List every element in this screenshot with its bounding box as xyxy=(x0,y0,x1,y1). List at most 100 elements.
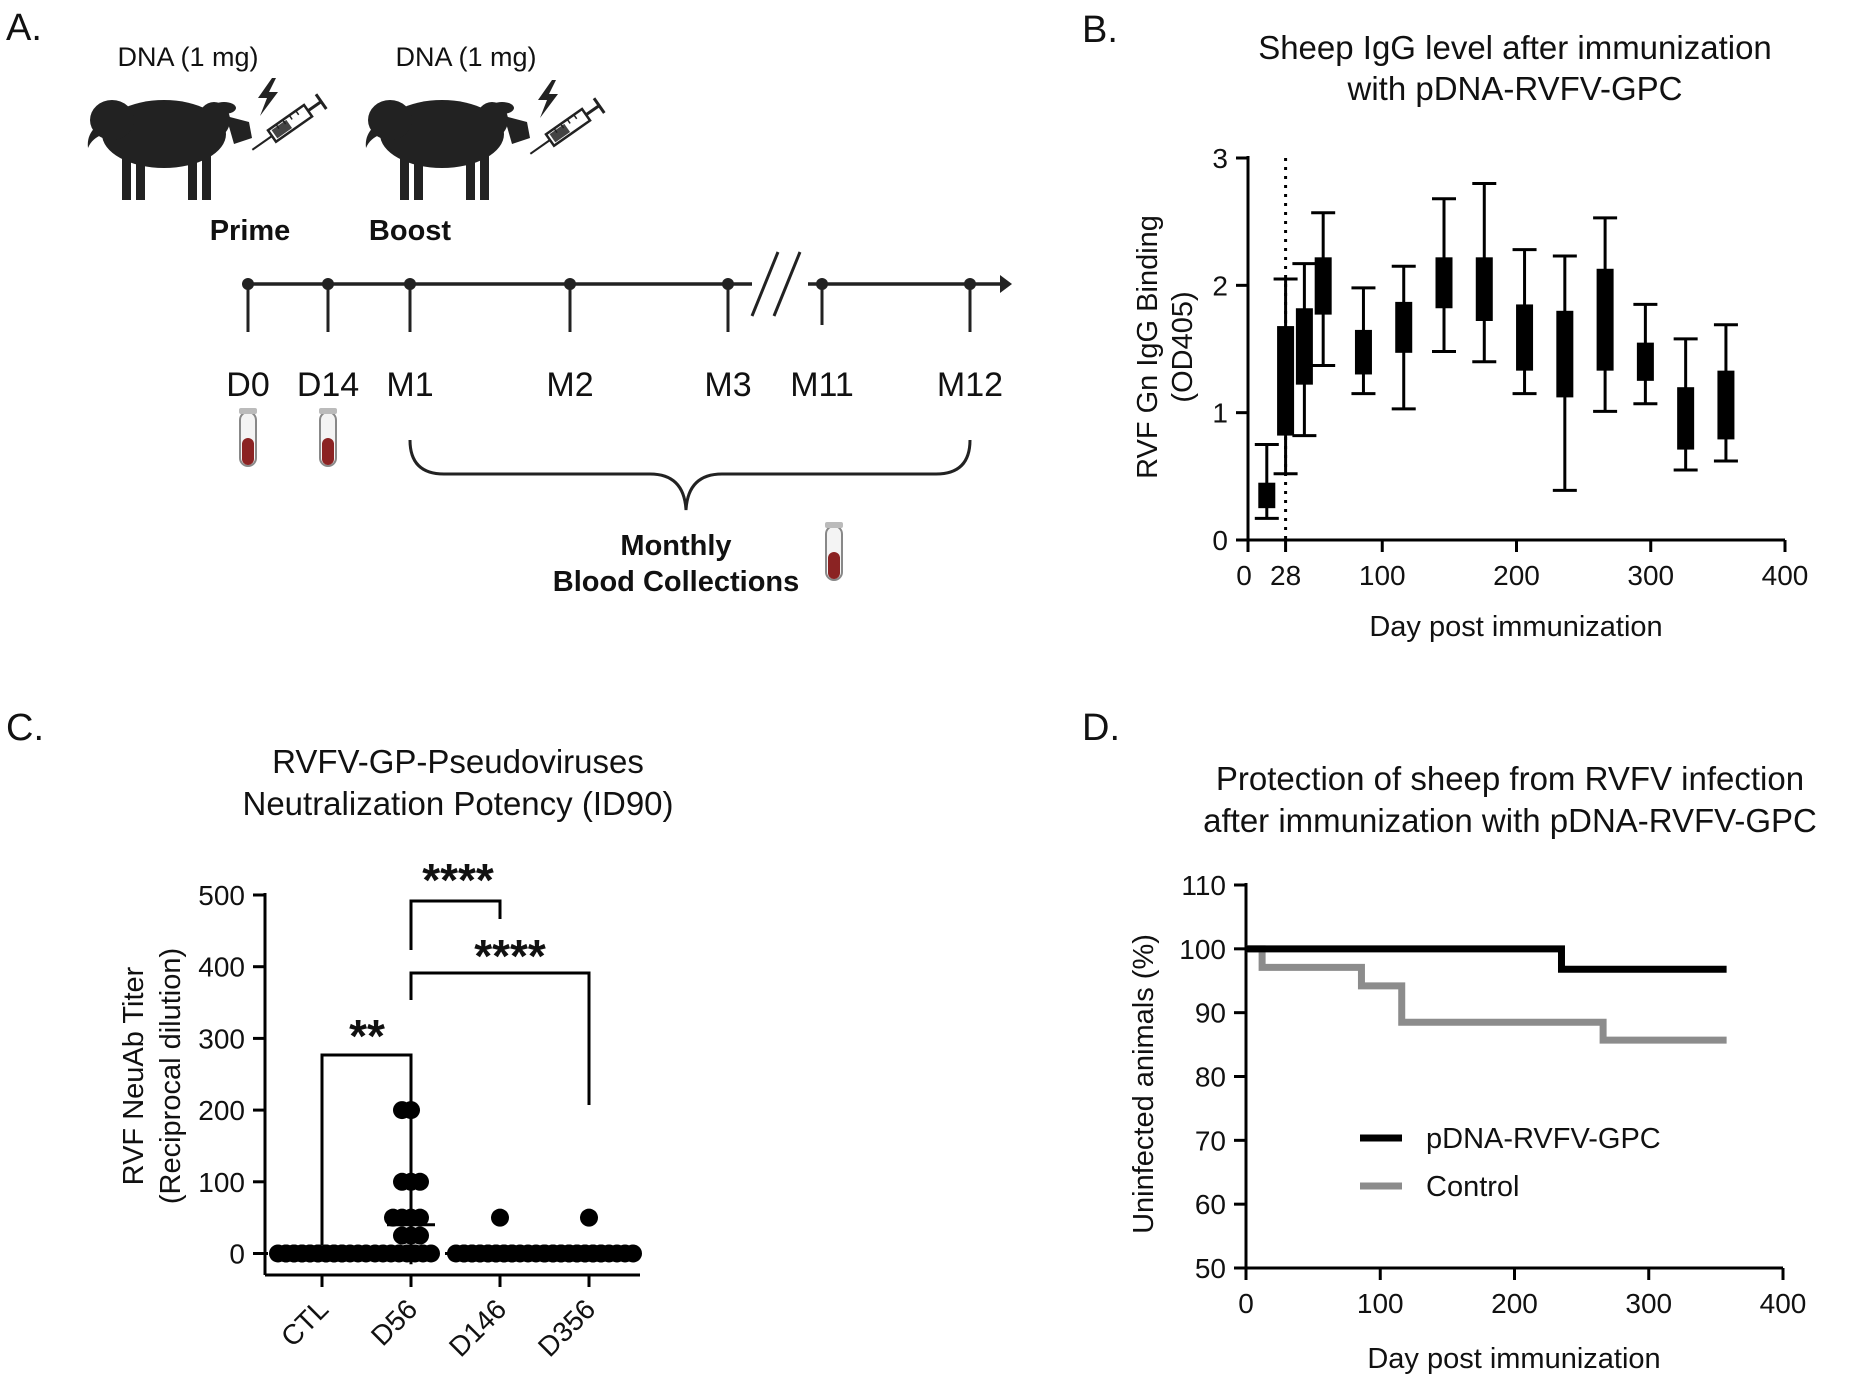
timepoint-label: D14 xyxy=(297,366,359,404)
box-whisker xyxy=(1512,248,1537,396)
timepoint-label: M3 xyxy=(704,366,751,404)
timepoint-label: M12 xyxy=(937,366,1003,404)
x-tick-label: 100 xyxy=(1359,560,1406,591)
x-tick-label: 100 xyxy=(1357,1288,1404,1319)
y-tick-label: 300 xyxy=(198,1023,245,1054)
y-tick-label: 0 xyxy=(1212,525,1228,556)
timepoint-dot xyxy=(322,278,334,290)
x-tick-label: 300 xyxy=(1625,1288,1672,1319)
sheep-icon xyxy=(87,100,253,200)
box-whisker xyxy=(1254,443,1279,520)
y-tick-label: 90 xyxy=(1195,998,1226,1029)
panel-label-b: B. xyxy=(1082,9,1118,51)
significance-label: **** xyxy=(422,854,494,906)
box xyxy=(1435,257,1453,309)
y-tick-label: 500 xyxy=(198,880,245,911)
data-point xyxy=(393,1101,411,1120)
data-point xyxy=(624,1244,642,1263)
panel-label-d: D. xyxy=(1082,707,1120,749)
chart-b-xlabel: Day post immunization xyxy=(1369,611,1662,643)
timepoint-label: M2 xyxy=(546,366,593,404)
data-point xyxy=(411,1172,429,1191)
chart-b: 0 1 2 3 0 100 200 300 400 28 xyxy=(1212,143,1808,591)
significance-bracket xyxy=(409,971,591,1105)
y-tick-label: 110 xyxy=(1181,870,1226,901)
box xyxy=(1516,304,1534,371)
box-whisker xyxy=(1593,216,1618,413)
y-tick-label: 70 xyxy=(1195,1125,1226,1156)
timeline xyxy=(248,251,1012,317)
data-point xyxy=(333,1244,351,1263)
chart-d-xlabel: Day post immunization xyxy=(1367,1343,1660,1375)
dose-label-boost: DNA (1 mg) xyxy=(395,42,536,72)
box-whisker xyxy=(1472,181,1497,364)
timeline-arrowhead xyxy=(1000,275,1012,293)
y-tick-label: 100 xyxy=(1179,934,1226,965)
blood-tube-icon xyxy=(318,407,338,467)
x-tick-label: D356 xyxy=(532,1293,601,1362)
box-whisker xyxy=(1391,264,1416,411)
x-tick-label: D56 xyxy=(365,1293,423,1351)
timepoint-dot xyxy=(564,278,576,290)
box-whisker xyxy=(1713,323,1738,463)
box-whisker xyxy=(1552,254,1577,492)
y-tick-label: 200 xyxy=(198,1095,245,1126)
box xyxy=(1277,326,1295,436)
box xyxy=(1475,257,1493,321)
data-point xyxy=(384,1208,402,1227)
boost-label: Boost xyxy=(369,215,452,247)
box-whisker xyxy=(1292,262,1317,438)
box-whisker xyxy=(1673,337,1698,472)
syringe-icon xyxy=(245,92,328,159)
data-point xyxy=(411,1208,429,1227)
box xyxy=(1354,329,1372,375)
chart-c-ylabel-line2: (Reciprocal dilution) xyxy=(155,948,187,1204)
timepoint-dot xyxy=(964,278,976,290)
collection-brace xyxy=(408,439,972,511)
chart-b-ylabel-line2: (OD405) xyxy=(1167,291,1199,402)
y-tick-label: 2 xyxy=(1212,270,1228,301)
y-tick-label: 0 xyxy=(229,1238,245,1269)
timepoint-dot xyxy=(242,278,254,290)
significance-label: ** xyxy=(349,1010,385,1062)
x-tick-label: 0 xyxy=(1236,560,1252,591)
data-point xyxy=(422,1244,440,1263)
y-tick-label: 1 xyxy=(1212,398,1228,429)
chart-d-title-line1: Protection of sheep from RVFV infection xyxy=(1216,760,1804,797)
lightning-icon xyxy=(258,78,278,116)
chart-d-ylabel: Uninfected animals (%) xyxy=(1128,934,1160,1234)
series-line xyxy=(1246,945,1727,1044)
box-whisker xyxy=(1432,197,1457,354)
box xyxy=(1314,257,1332,315)
timepoint-dot xyxy=(722,278,734,290)
box xyxy=(1258,482,1276,509)
box xyxy=(1596,268,1614,371)
prime-label: Prime xyxy=(210,215,291,247)
chart-c-title-line2: Neutralization Potency (ID90) xyxy=(242,785,673,822)
y-tick-label: 50 xyxy=(1195,1253,1226,1284)
chart-c-title-line1: RVFV-GP-Pseudoviruses xyxy=(272,743,644,780)
y-tick-label: 400 xyxy=(198,952,245,983)
data-point xyxy=(503,1244,521,1263)
lightning-icon xyxy=(538,80,558,118)
timepoint-dot xyxy=(816,278,828,290)
x-tick-label: 200 xyxy=(1493,560,1540,591)
significance-bracket xyxy=(409,899,502,950)
box-whisker xyxy=(1351,286,1376,396)
timeline-break-icon xyxy=(750,251,808,317)
collection-label-blood: Blood Collections xyxy=(553,566,800,598)
x-tick-label: 300 xyxy=(1627,560,1674,591)
significance-label: **** xyxy=(474,930,546,982)
box-whisker xyxy=(1311,211,1336,368)
timepoint-label: M1 xyxy=(386,366,433,404)
box xyxy=(1556,310,1574,398)
legend-label: pDNA-RVFV-GPC xyxy=(1426,1123,1661,1155)
chart-d-title-line2: after immunization with pDNA-RVFV-GPC xyxy=(1203,802,1817,839)
x-tick-label: 0 xyxy=(1238,1288,1254,1319)
x-tick-label: CTL xyxy=(275,1293,334,1352)
data-point xyxy=(411,1226,429,1245)
box xyxy=(1295,308,1313,385)
syringe-icon xyxy=(523,96,606,163)
